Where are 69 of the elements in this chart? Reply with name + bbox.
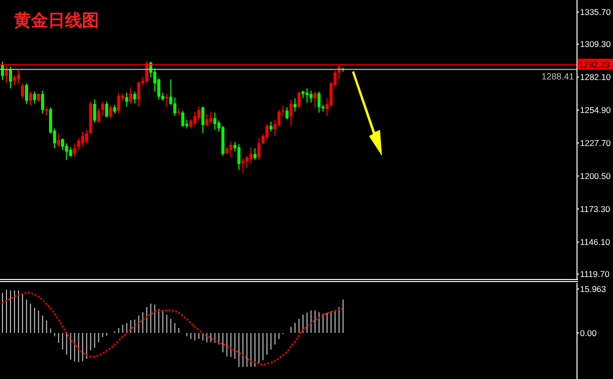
y-tick-label: 0.00 — [580, 328, 597, 338]
candlestick — [253, 148, 256, 160]
candlestick — [306, 88, 309, 104]
candlestick — [294, 98, 297, 112]
line-series — [1, 292, 344, 366]
candlestick — [205, 113, 208, 128]
candlestick — [9, 66, 12, 89]
candlestick — [269, 121, 272, 132]
candlestick — [69, 146, 72, 158]
candlestick — [61, 138, 64, 150]
candlestick — [197, 106, 200, 120]
y-tick-label: 1200.50 — [580, 171, 611, 182]
candlestick — [117, 92, 120, 114]
candlestick — [257, 138, 260, 160]
y-tick-label: 1173.30 — [580, 204, 610, 214]
candlestick — [189, 118, 192, 129]
candlestick — [318, 91, 321, 114]
candlestick — [65, 142, 68, 160]
ref-line-label: 1292.23 — [579, 60, 610, 70]
ref-line-label: 1288.41 — [541, 71, 574, 82]
candlestick — [85, 129, 88, 144]
candlestick — [101, 101, 104, 116]
candlestick — [33, 91, 36, 104]
candlestick — [109, 104, 112, 119]
candlestick — [29, 91, 32, 106]
candlestick — [277, 110, 280, 126]
y-tick-label: 15.963 — [580, 284, 606, 294]
y-tick-label: 1146.10 — [580, 237, 610, 248]
y-tick-label: 1254.90 — [580, 105, 611, 116]
candlestick — [281, 106, 284, 116]
candlestick — [77, 138, 80, 150]
candlestick — [249, 146, 252, 164]
candlestick — [241, 158, 244, 174]
candlestick — [314, 91, 317, 109]
text: 黄金日线图 — [14, 10, 99, 32]
candlestick — [290, 99, 292, 126]
candlestick — [285, 106, 288, 120]
y-tick-label: 1309.30 — [580, 39, 611, 50]
candlestick — [237, 143, 240, 170]
candlestick — [193, 111, 196, 126]
candlestick — [93, 98, 96, 124]
candlestick — [105, 101, 108, 118]
candlestick — [1, 61, 4, 80]
candlestick — [97, 108, 100, 124]
candlestick — [165, 94, 168, 108]
candlestick — [310, 90, 313, 104]
candlestick — [245, 155, 248, 169]
candlestick — [25, 82, 28, 104]
candlestick — [213, 112, 216, 130]
y-tick-label: 1282.10 — [580, 72, 611, 82]
y-tick-label: 1335.70 — [580, 7, 611, 18]
candlestick — [129, 86, 132, 104]
candlestick — [57, 132, 60, 148]
candlestick — [173, 96, 176, 116]
candlestick — [201, 106, 204, 134]
candlestick — [265, 123, 268, 140]
candlestick — [125, 92, 128, 108]
candlestick — [137, 81, 140, 108]
candlestick — [229, 141, 232, 158]
candlestick — [133, 91, 136, 104]
candlestick — [298, 91, 301, 109]
candlestick — [21, 82, 24, 99]
candlestick — [73, 142, 76, 158]
y-tick-label: 1119.70 — [580, 269, 610, 280]
y-tick-label: 1227.70 — [580, 138, 611, 148]
candlestick — [181, 110, 184, 128]
candlestick — [81, 131, 84, 148]
candlestick — [41, 90, 44, 114]
candlestick — [17, 69, 20, 84]
